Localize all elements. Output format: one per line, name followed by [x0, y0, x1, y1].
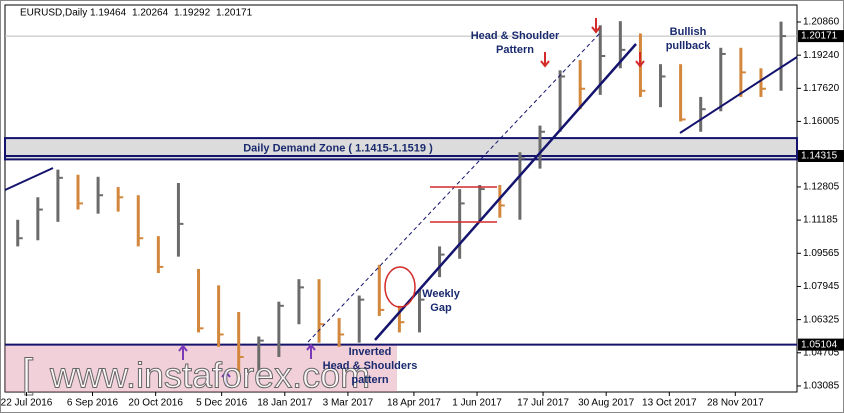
- annotation: Weekly: [422, 288, 461, 300]
- annotation: Pattern: [496, 44, 534, 56]
- symbol-title: EURUSD,Daily: [20, 8, 87, 19]
- y-tick-label: 1.04705: [803, 347, 840, 358]
- x-tick-label: 28 Nov 2017: [707, 398, 764, 409]
- drawings: [4, 18, 798, 386]
- price-tag: 1.05104: [801, 339, 838, 350]
- down-arrows: [540, 18, 645, 68]
- x-tick-label: 3 Mar 2017: [323, 398, 374, 409]
- x-tick-label: 30 Aug 2017: [578, 398, 635, 409]
- y-tick-label: 1.09565: [803, 248, 840, 259]
- y-tick-label: 1.12805: [803, 182, 840, 193]
- annotation: Gap: [430, 302, 452, 314]
- annotation: Inverted: [349, 346, 392, 358]
- x-tick-label: 5 Dec 2016: [196, 398, 248, 409]
- price-tag-box: [798, 338, 844, 351]
- price-tag-box: [798, 150, 844, 163]
- y-tick-label: 1.20860: [803, 17, 840, 28]
- up-arrows: [178, 343, 316, 386]
- price-tag-box: [798, 30, 844, 43]
- x-tick-label: 1 Jun 2017: [452, 398, 502, 409]
- demand-zone-label: Daily Demand Zone ( 1.1415-1.1519 ): [243, 143, 433, 155]
- x-tick-label: 17 Jul 2017: [517, 398, 569, 409]
- annotation: pattern: [351, 374, 389, 386]
- y-tick-label: 1.03085: [803, 381, 840, 392]
- x-tick-label: 22 Jul 2016: [1, 398, 53, 409]
- plot-area: [4, 4, 798, 393]
- annotation: Head & Shoulders: [323, 360, 418, 372]
- y-tick-label: 1.11185: [803, 215, 838, 226]
- annotation: Head & Shoulder: [471, 30, 560, 42]
- demand-zone: [4, 137, 798, 161]
- trendline: [374, 43, 637, 341]
- annotation: Bullish: [670, 26, 707, 38]
- y-tick-label: 1.07945: [803, 281, 840, 292]
- header-value: 1.20171: [216, 8, 253, 19]
- y-tick-label: 1.19240: [803, 50, 840, 61]
- watermark: www.instaforex.com: [49, 355, 370, 396]
- gap-circle: [384, 266, 416, 308]
- trendline: [679, 56, 798, 134]
- header-value: 1.19464: [90, 8, 127, 19]
- x-tick-label: 13 Oct 2017: [642, 398, 697, 409]
- x-tick-label: 18 Apr 2017: [387, 398, 441, 409]
- trendline: [4, 167, 54, 191]
- supply-zone: [5, 344, 397, 392]
- annotation: pullback: [666, 40, 712, 52]
- price-tag: 1.14315: [801, 151, 838, 162]
- x-tick-label: 18 Jan 2017: [257, 398, 312, 409]
- watermark-bracket: [: [22, 352, 33, 396]
- price-tag: 1.20171: [801, 31, 838, 42]
- x-tick-label: 20 Oct 2016: [128, 398, 183, 409]
- header-value: 1.20264: [132, 8, 169, 19]
- y-tick-label: 1.16005: [803, 116, 840, 127]
- y-tick-label: 1.17620: [803, 83, 840, 94]
- y-tick-label: 1.06325: [803, 314, 840, 325]
- header-value: 1.19292: [174, 8, 211, 19]
- x-tick-label: 6 Sep 2016: [67, 398, 119, 409]
